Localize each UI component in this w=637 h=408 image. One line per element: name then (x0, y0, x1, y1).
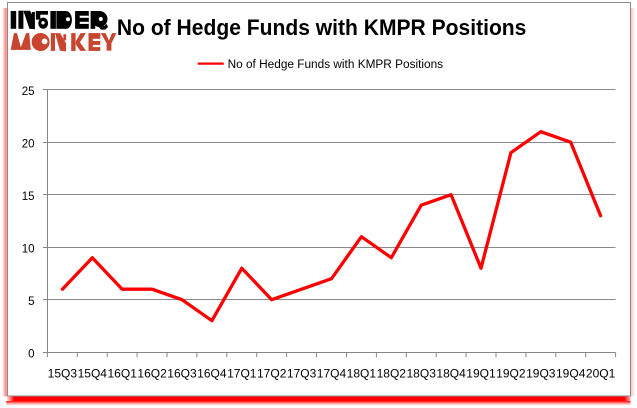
svg-text:16Q2: 16Q2 (137, 369, 166, 381)
svg-text:19Q2: 19Q2 (496, 369, 525, 381)
svg-text:20: 20 (22, 139, 35, 151)
svg-text:No of Hedge Funds with KMPR Po: No of Hedge Funds with KMPR Positions (117, 15, 527, 40)
svg-text:18Q3: 18Q3 (407, 369, 436, 381)
svg-text:17Q4: 17Q4 (317, 369, 347, 381)
svg-text:18Q2: 18Q2 (377, 369, 406, 381)
svg-text:18Q4: 18Q4 (436, 369, 466, 381)
svg-text:0: 0 (28, 349, 34, 361)
svg-text:5: 5 (28, 296, 34, 308)
svg-text:No of Hedge Funds with KMPR Po: No of Hedge Funds with KMPR Positions (228, 59, 444, 71)
svg-text:15Q4: 15Q4 (78, 369, 108, 381)
svg-text:10: 10 (22, 244, 35, 256)
svg-text:16Q1: 16Q1 (108, 369, 137, 381)
svg-text:16Q3: 16Q3 (167, 369, 196, 381)
svg-text:19Q4: 19Q4 (556, 369, 586, 381)
svg-text:20Q1: 20Q1 (586, 369, 615, 381)
svg-text:15Q3: 15Q3 (48, 369, 77, 381)
svg-text:19Q3: 19Q3 (526, 369, 555, 381)
svg-text:19Q1: 19Q1 (466, 369, 495, 381)
svg-text:25: 25 (22, 86, 35, 98)
svg-text:17Q1: 17Q1 (227, 369, 256, 381)
svg-text:16Q4: 16Q4 (197, 369, 227, 381)
svg-text:18Q1: 18Q1 (347, 369, 376, 381)
svg-text:15: 15 (22, 191, 35, 203)
svg-text:17Q2: 17Q2 (257, 369, 286, 381)
svg-text:17Q3: 17Q3 (287, 369, 316, 381)
